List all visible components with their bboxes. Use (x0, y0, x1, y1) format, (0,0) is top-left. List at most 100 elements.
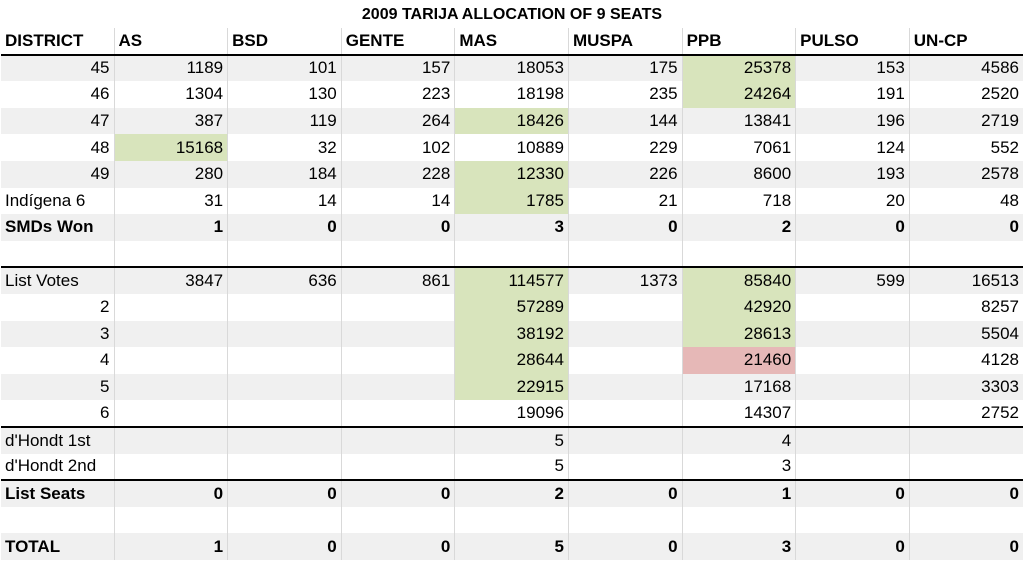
column-header: AS (113, 28, 228, 56)
cell (113, 373, 228, 401)
row-label: TOTAL (1, 533, 115, 560)
cell (908, 453, 1023, 481)
cell (567, 400, 683, 427)
cell: 718 (681, 187, 796, 215)
cell: 1304 (113, 81, 228, 108)
cell (908, 425, 1023, 454)
table-row: 2 57289 42920 8257 (1, 293, 1023, 321)
cell-seat: 28613 (681, 320, 796, 348)
row-label: 47 (1, 107, 115, 135)
cell: 2719 (908, 107, 1023, 135)
cell-loss: 21460 (681, 347, 796, 374)
row-label: 3 (1, 320, 115, 348)
cell: 18198 (454, 81, 569, 108)
table-row: 6 19096 14307 2752 (1, 400, 1023, 427)
cell (567, 320, 683, 348)
cell (227, 320, 342, 348)
table-row: 5 22915 17168 3303 (1, 373, 1023, 401)
seat-allocation-table: DISTRICT AS BSD GENTE MAS MUSPA PPB PULS… (1, 28, 1023, 560)
cell-seat: 42920 (681, 293, 796, 321)
list-seats-row: List Seats 0 0 0 2 0 1 0 0 (1, 479, 1023, 507)
cell-winner: 1785 (454, 187, 569, 215)
cell: 3 (681, 453, 796, 481)
cell: 1 (681, 479, 796, 507)
row-label: 46 (1, 81, 115, 108)
cell-seat: 57289 (454, 293, 569, 321)
cell: 0 (567, 533, 683, 560)
table-row: 45 1189 101 157 18053 175 25378 153 4586 (1, 54, 1023, 82)
cell: 2520 (908, 81, 1023, 108)
table-row: 46 1304 130 223 18198 235 24264 191 2520 (1, 81, 1023, 108)
cell (340, 373, 455, 401)
cell: 14 (340, 187, 455, 215)
cell: 20 (795, 187, 910, 215)
cell-winner: 15168 (113, 134, 228, 161)
cell: 0 (795, 533, 910, 560)
table-row: 4 28644 21460 4128 (1, 347, 1023, 374)
spacer-row (1, 240, 1023, 268)
cell: 0 (227, 533, 342, 560)
column-header: PPB (681, 28, 796, 56)
cell-seat: 114577 (454, 266, 569, 294)
list-votes-row: List Votes 3847 636 861 114577 1373 8584… (1, 266, 1023, 294)
cell (795, 293, 910, 321)
cell: 223 (340, 81, 455, 108)
cell-seat: 22915 (454, 373, 569, 401)
cell: 191 (795, 81, 910, 108)
cell: 157 (340, 54, 455, 82)
column-header: MUSPA (567, 28, 683, 56)
cell (227, 425, 342, 454)
cell: 8257 (908, 293, 1023, 321)
cell: 0 (227, 214, 342, 241)
cell (567, 347, 683, 374)
cell (113, 293, 228, 321)
cell (567, 453, 683, 481)
row-label: List Votes (1, 266, 115, 294)
cell: 3 (681, 533, 796, 560)
cell: 235 (567, 81, 683, 108)
cell: 48 (908, 187, 1023, 215)
cell: 14 (227, 187, 342, 215)
cell: 2 (454, 479, 569, 507)
cell (227, 453, 342, 481)
cell: 184 (227, 160, 342, 188)
row-label: Indígena 6 (1, 187, 115, 215)
header-row: DISTRICT AS BSD GENTE MAS MUSPA PPB PULS… (1, 28, 1023, 56)
cell: 4 (681, 425, 796, 454)
dhondt-2nd-row: d'Hondt 2nd 5 3 (1, 453, 1023, 481)
table-row: 49 280 184 228 12330 226 8600 193 2578 (1, 160, 1023, 188)
cell (567, 373, 683, 401)
cell-seat: 38192 (454, 320, 569, 348)
row-label: 6 (1, 400, 115, 427)
cell: 636 (227, 266, 342, 294)
table-row: 47 387 119 264 18426 144 13841 196 2719 (1, 107, 1023, 135)
cell: 153 (795, 54, 910, 82)
cell: 5504 (908, 320, 1023, 348)
cell: 101 (227, 54, 342, 82)
cell (795, 347, 910, 374)
cell: 2578 (908, 160, 1023, 188)
cell: 175 (567, 54, 683, 82)
cell: 2 (681, 214, 796, 241)
cell (340, 293, 455, 321)
cell-winner: 24264 (681, 81, 796, 108)
cell: 0 (340, 214, 455, 241)
row-label: 49 (1, 160, 115, 188)
cell: 102 (340, 134, 455, 161)
cell: 14307 (681, 400, 796, 427)
cell (113, 425, 228, 454)
cell: 16513 (908, 266, 1023, 294)
cell: 226 (567, 160, 683, 188)
cell: 31 (113, 187, 228, 215)
cell: 18053 (454, 54, 569, 82)
smds-won-row: SMDs Won 1 0 0 3 0 2 0 0 (1, 214, 1023, 241)
cell: 144 (567, 107, 683, 135)
cell (340, 453, 455, 481)
cell (227, 347, 342, 374)
cell: 8600 (681, 160, 796, 188)
cell: 3847 (113, 266, 228, 294)
cell (113, 320, 228, 348)
cell: 3303 (908, 373, 1023, 401)
cell (113, 453, 228, 481)
cell (795, 373, 910, 401)
